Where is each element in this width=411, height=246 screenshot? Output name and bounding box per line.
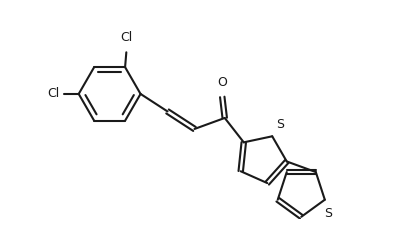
Text: Cl: Cl xyxy=(47,87,60,100)
Text: O: O xyxy=(217,76,227,89)
Text: S: S xyxy=(277,118,284,131)
Text: S: S xyxy=(324,207,332,220)
Text: Cl: Cl xyxy=(120,31,132,44)
